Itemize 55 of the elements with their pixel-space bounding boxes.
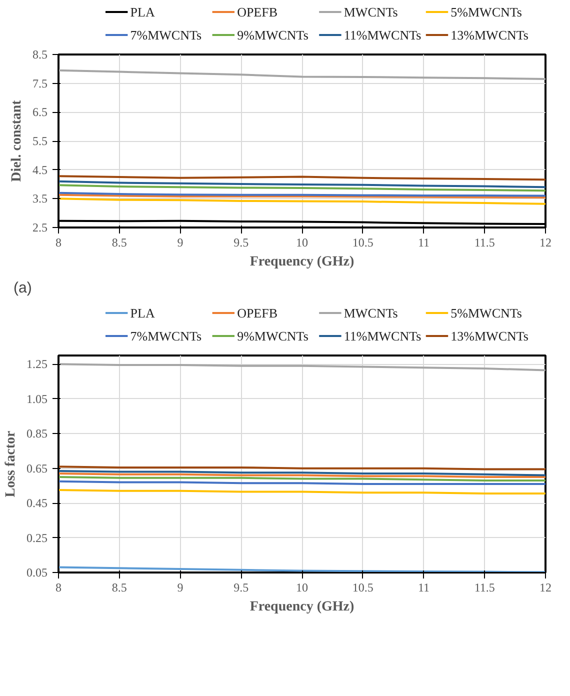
legend-label: OPEFB (237, 306, 278, 320)
y-axis-title: Diel. constant (10, 100, 24, 182)
y-tick-label: 1.05 (26, 392, 48, 406)
y-tick-label: 5.5 (32, 134, 48, 148)
y-tick-label: 8.5 (32, 48, 48, 62)
x-tick-label: 11 (418, 580, 430, 594)
x-tick-label: 9.5 (234, 580, 249, 594)
legend-label: MWCNTs (344, 4, 398, 20)
y-tick-label: 0.65 (26, 461, 48, 476)
x-tick-label: 8 (56, 580, 62, 594)
legend-label: PLA (130, 4, 156, 20)
legend-label: 11%MWCNTs (344, 28, 422, 42)
y-tick-label: 7.5 (32, 76, 48, 90)
legend-label: PLA (130, 306, 156, 320)
x-tick-label: 11.5 (474, 236, 495, 250)
x-tick-label: 9.5 (234, 236, 249, 250)
y-tick-label: 2.5 (32, 220, 48, 234)
legend-label: OPEFB (237, 4, 278, 20)
y-tick-label: 0.45 (26, 496, 48, 510)
legend-label: 5%MWCNTs (450, 4, 522, 20)
legend-label: 13%MWCNTs (450, 328, 528, 344)
x-tick-label: 10.5 (352, 580, 374, 594)
legend-label: 13%MWCNTs (450, 28, 528, 42)
x-tick-label: 10.5 (352, 236, 374, 250)
x-tick-label: 9 (177, 236, 184, 250)
legend-label: 11%MWCNTs (344, 328, 422, 344)
legend-label: 7%MWCNTs (130, 328, 202, 344)
legend-label: 7%MWCNTs (130, 28, 202, 42)
line-series (58, 69, 546, 80)
legend-label: 9%MWCNTs (237, 28, 308, 42)
x-tick-label: 11.5 (474, 580, 495, 594)
legend-label: 5%MWCNTs (450, 306, 522, 320)
x-tick-label: 12 (540, 580, 552, 594)
x-tick-label: 12 (540, 236, 552, 250)
line-series (58, 363, 546, 372)
y-tick-label: 0.25 (26, 530, 48, 545)
x-tick-label: 10 (296, 236, 308, 250)
y-tick-label: 6.5 (32, 105, 48, 120)
y-tick-label: 4.5 (32, 162, 48, 177)
x-tick-label: 8.5 (112, 580, 127, 594)
x-tick-label: 9 (177, 580, 184, 594)
y-tick-label: 0.85 (26, 426, 48, 441)
y-tick-label: 1.25 (26, 357, 48, 372)
x-tick-label: 8.5 (112, 236, 127, 250)
x-tick-label: 11 (418, 236, 430, 250)
x-tick-label: 8 (56, 236, 62, 250)
legend-label: MWCNTs (344, 306, 398, 320)
y-axis-title: Loss factor (4, 430, 18, 498)
x-tick-label: 10 (296, 580, 308, 594)
x-axis-title: Frequency (GHz) (250, 600, 355, 614)
x-axis-title: Frequency (GHz) (250, 254, 355, 270)
y-tick-label: 3.5 (32, 192, 48, 206)
text: (a) (14, 280, 32, 296)
legend-label: 9%MWCNTs (237, 328, 308, 344)
y-tick-label: 0.05 (26, 566, 48, 580)
